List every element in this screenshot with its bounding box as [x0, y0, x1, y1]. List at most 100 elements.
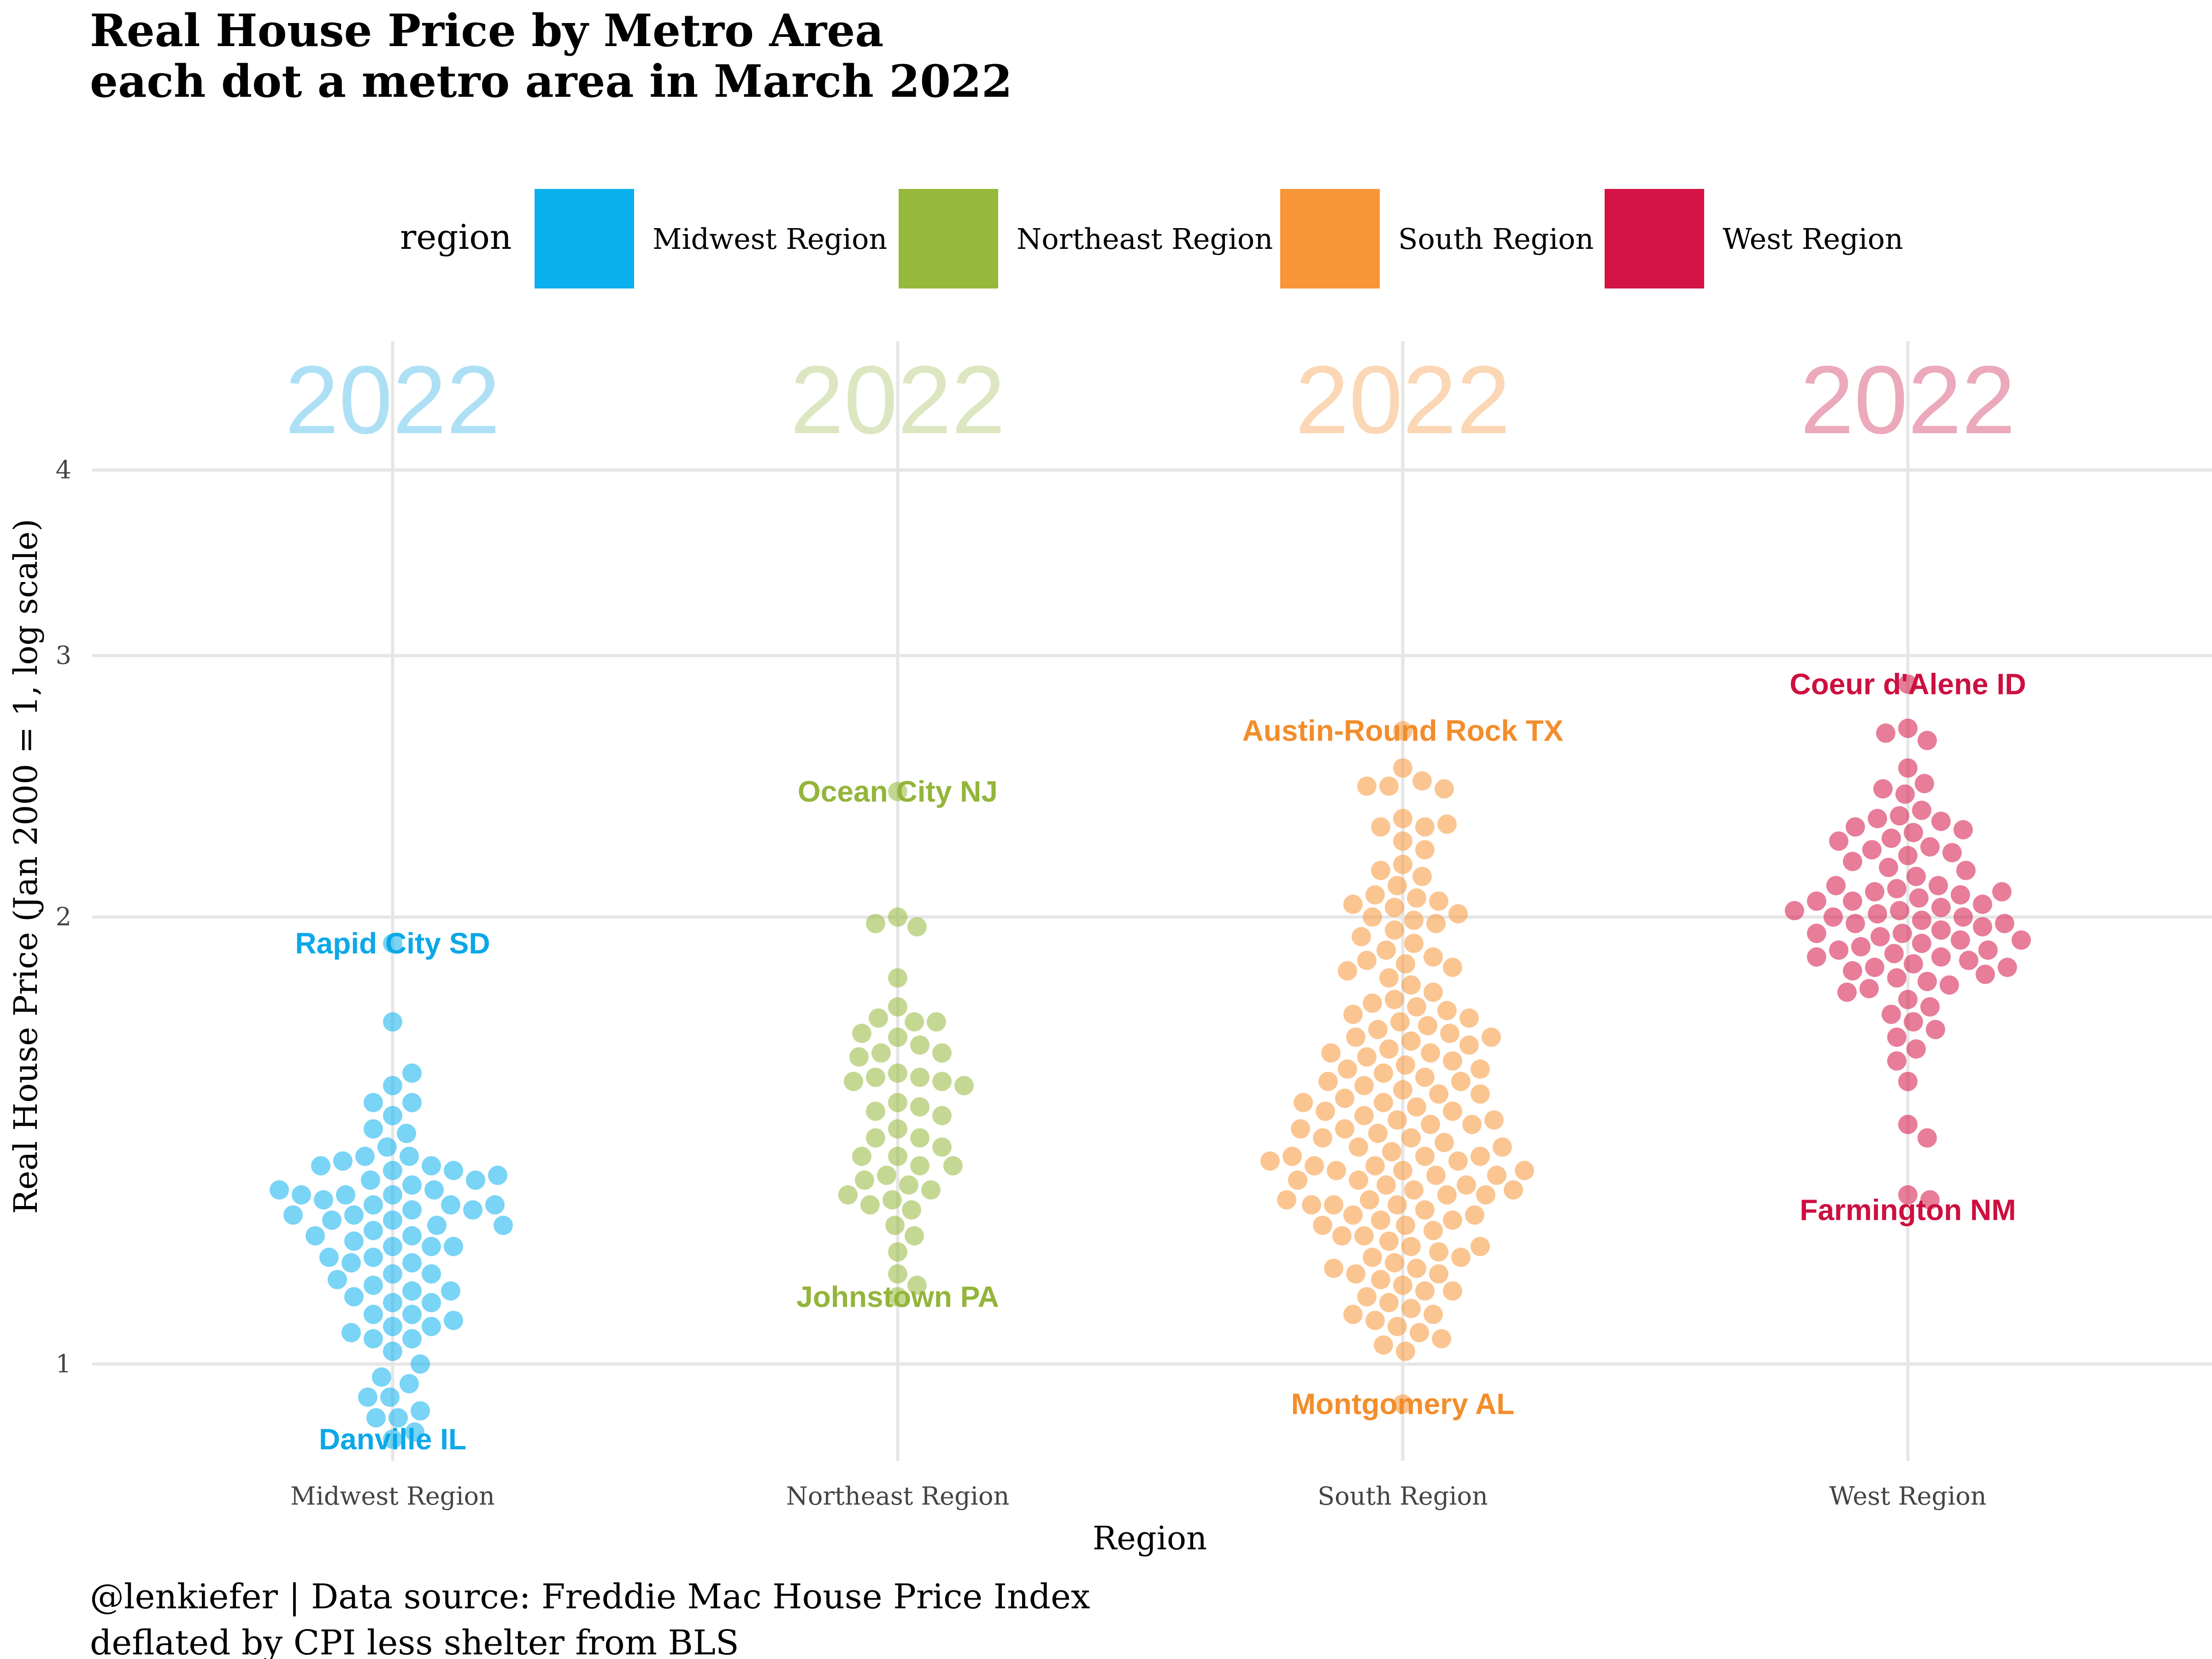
data-point-west-region — [1873, 779, 1893, 799]
data-point-south-region — [1429, 1242, 1448, 1262]
data-point-midwest-region — [397, 1124, 416, 1143]
data-point-west-region — [1918, 971, 1937, 991]
data-point-midwest-region — [383, 1430, 402, 1449]
data-point-northeast-region — [902, 1200, 921, 1220]
data-point-west-region — [1807, 924, 1826, 943]
data-point-west-region — [1918, 1128, 1937, 1148]
data-point-midwest-region — [364, 1275, 383, 1295]
data-point-midwest-region — [383, 1185, 402, 1205]
data-point-south-region — [1291, 1119, 1310, 1139]
panel-year-labels: 2022 2022 2022 2022 — [285, 346, 2015, 454]
data-point-south-region — [1377, 940, 1396, 960]
data-point-northeast-region — [910, 1067, 930, 1087]
x-axis-label: Region — [1093, 1519, 1207, 1557]
data-point-south-region — [1432, 1329, 1451, 1349]
data-point-midwest-region — [341, 1323, 361, 1342]
data-point-west-region — [1868, 809, 1887, 829]
data-point-west-region — [1906, 1039, 1926, 1059]
data-point-south-region — [1393, 1080, 1412, 1100]
data-point-west-region — [1909, 888, 1929, 908]
data-point-south-region — [1404, 1180, 1424, 1200]
data-point-south-region — [1404, 934, 1424, 953]
axes: 1 2 3 4 Midwest Region Northeast Region South … — [56, 455, 1987, 1511]
data-point-south-region — [1363, 907, 1382, 927]
data-point-south-region — [1260, 1151, 1280, 1171]
data-point-west-region — [1837, 982, 1857, 1002]
data-point-south-region — [1471, 1059, 1490, 1079]
data-point-northeast-region — [943, 1156, 963, 1176]
data-point-west-region — [1906, 866, 1926, 886]
data-point-northeast-region — [927, 1012, 946, 1032]
data-point-northeast-region — [888, 1063, 907, 1083]
data-point-midwest-region — [383, 934, 402, 953]
data-point-midwest-region — [383, 1012, 402, 1032]
data-point-midwest-region — [364, 1119, 383, 1139]
data-point-west-region — [1953, 820, 1973, 840]
data-point-west-region — [1843, 961, 1862, 981]
data-point-northeast-region — [888, 1027, 907, 1047]
data-point-northeast-region — [888, 968, 907, 988]
data-point-south-region — [1379, 1293, 1399, 1312]
data-point-west-region — [1785, 901, 1804, 921]
data-point-midwest-region — [319, 1247, 339, 1267]
data-point-south-region — [1316, 1101, 1335, 1121]
data-point-west-region — [1912, 911, 1931, 930]
y-tick-label: 4 — [56, 455, 71, 484]
data-point-south-region — [1393, 1275, 1412, 1295]
data-point-south-region — [1282, 1147, 1302, 1166]
data-point-south-region — [1415, 1281, 1435, 1301]
data-point-midwest-region — [292, 1185, 311, 1205]
data-point-west-region — [1912, 934, 1931, 953]
data-point-midwest-region — [441, 1281, 460, 1301]
panel-year-label: 2022 — [285, 346, 500, 454]
gridlines — [92, 341, 2212, 1461]
data-point-west-region — [1846, 817, 1865, 837]
data-point-northeast-region — [885, 1215, 905, 1235]
data-point-midwest-region — [422, 1236, 441, 1256]
x-tick-label: South Region — [1318, 1482, 1488, 1511]
legend-label-west-region: West Region — [1723, 222, 1903, 256]
data-point-west-region — [1992, 882, 2012, 902]
data-point-midwest-region — [322, 1210, 341, 1230]
y-tick-label: 1 — [56, 1349, 71, 1378]
data-point-midwest-region — [488, 1165, 507, 1185]
data-point-west-region — [1829, 940, 1848, 960]
annotation-austin-round-rock-tx: Austin-Round Rock TX — [1242, 714, 1564, 747]
legend-label-midwest-region: Midwest Region — [653, 222, 887, 256]
data-point-midwest-region — [333, 1151, 353, 1171]
data-point-midwest-region — [422, 1156, 441, 1176]
data-point-midwest-region — [364, 1305, 383, 1324]
data-point-midwest-region — [372, 1367, 391, 1387]
data-point-midwest-region — [402, 1281, 422, 1301]
data-point-west-region — [1895, 784, 1915, 804]
data-point-south-region — [1451, 1247, 1471, 1267]
data-point-midwest-region — [405, 1422, 424, 1442]
data-point-west-region — [1940, 975, 1959, 995]
data-point-northeast-region — [910, 1156, 930, 1176]
chart-title-line1: Real House Price by Metro Area — [90, 5, 884, 57]
data-point-northeast-region — [905, 1012, 924, 1032]
data-point-south-region — [1313, 1128, 1332, 1148]
data-point-south-region — [1515, 1161, 1534, 1181]
data-point-south-region — [1404, 911, 1424, 930]
data-point-south-region — [1363, 993, 1382, 1013]
data-point-midwest-region — [364, 1195, 383, 1215]
data-point-northeast-region — [932, 1106, 952, 1125]
data-point-northeast-region — [907, 917, 927, 937]
data-point-south-region — [1357, 951, 1377, 971]
data-point-west-region — [1893, 924, 1912, 943]
data-point-south-region — [1410, 1323, 1429, 1342]
data-point-south-region — [1459, 1035, 1479, 1055]
data-point-northeast-region — [910, 1035, 930, 1055]
data-point-midwest-region — [314, 1190, 333, 1210]
data-point-south-region — [1418, 1016, 1437, 1035]
data-point-south-region — [1365, 1311, 1385, 1330]
data-point-south-region — [1379, 1039, 1399, 1059]
data-point-northeast-region — [866, 1067, 885, 1087]
data-point-midwest-region — [311, 1156, 330, 1176]
data-point-south-region — [1374, 1335, 1393, 1355]
x-tick-label: Northeast Region — [786, 1482, 1010, 1511]
data-point-northeast-region — [852, 1147, 871, 1166]
data-point-south-region — [1407, 997, 1426, 1017]
data-point-northeast-region — [921, 1180, 941, 1200]
